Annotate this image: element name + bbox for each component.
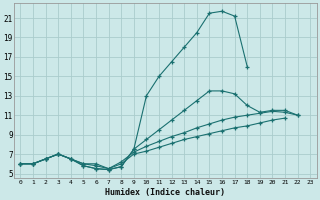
X-axis label: Humidex (Indice chaleur): Humidex (Indice chaleur) [105,188,225,197]
